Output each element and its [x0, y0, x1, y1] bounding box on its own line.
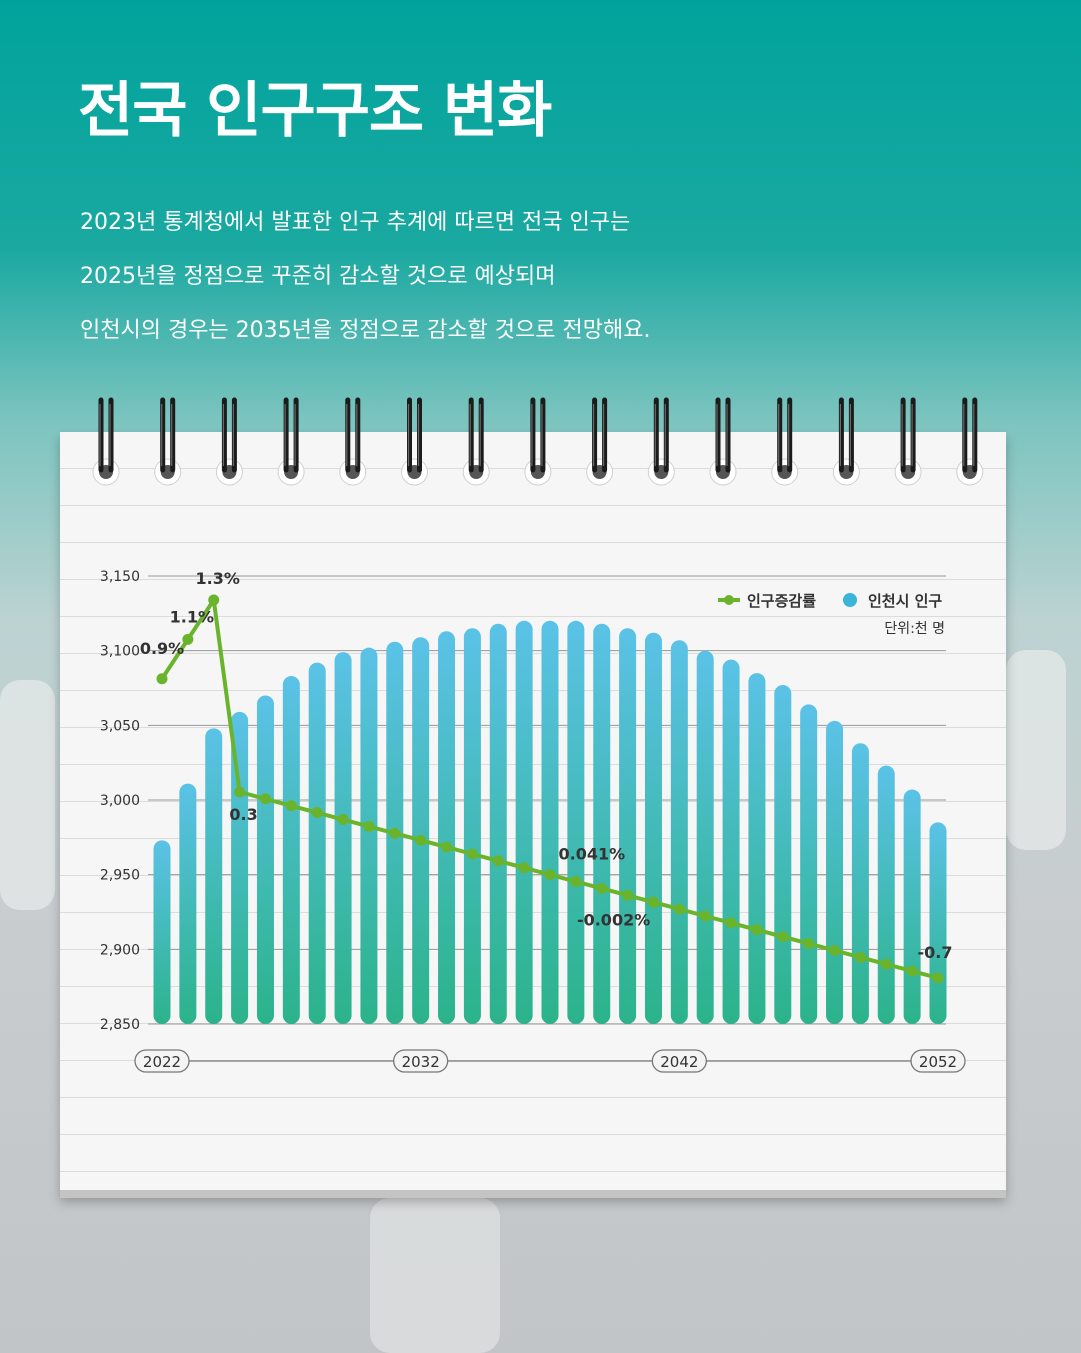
- population-bar: [489, 623, 507, 1024]
- population-bar: [826, 720, 844, 1024]
- growth-rate-point: [285, 800, 297, 812]
- growth-rate-point: [803, 938, 815, 950]
- population-bar: [541, 620, 559, 1024]
- growth-rate-data-label: 0.041%: [559, 845, 626, 864]
- growth-rate-point: [311, 807, 323, 819]
- growth-rate-data-label: 0.9%: [140, 639, 184, 658]
- population-bar: [515, 620, 533, 1024]
- population-bar: [256, 695, 274, 1024]
- population-bar: [334, 652, 352, 1024]
- growth-rate-point: [234, 786, 246, 798]
- population-bar: [644, 632, 662, 1024]
- y-tick-label: 3,100: [100, 644, 140, 660]
- growth-rate-point: [389, 827, 401, 839]
- growth-rate-point: [725, 917, 737, 929]
- growth-rate-data-label: 1.3%: [196, 569, 240, 588]
- growth-rate-point: [208, 594, 220, 606]
- population-bar: [748, 673, 766, 1024]
- growth-rate-data-label: 1.1%: [170, 607, 214, 626]
- growth-rate-point: [259, 793, 271, 805]
- population-bar: [619, 628, 637, 1024]
- notepad-edge: [60, 1190, 1006, 1198]
- legend-line-marker-icon: [724, 595, 734, 605]
- population-bar: [360, 647, 378, 1024]
- y-tick-label: 2,900: [100, 942, 140, 958]
- population-bar: [282, 676, 300, 1024]
- y-tick-label: 3,050: [100, 718, 140, 734]
- x-tick-pill: 2022: [134, 1049, 190, 1073]
- growth-rate-point: [544, 869, 556, 881]
- population-bar: [800, 704, 818, 1024]
- population-bar: [903, 789, 921, 1024]
- population-bar: [851, 743, 869, 1024]
- growth-rate-data-label: 0.3: [229, 805, 257, 824]
- population-bar: [179, 783, 197, 1024]
- growth-rate-point: [337, 814, 349, 826]
- growth-rate-point: [854, 951, 866, 963]
- growth-rate-point: [647, 896, 659, 908]
- y-tick-label: 3,150: [100, 569, 140, 585]
- x-tick-pill: 2042: [651, 1049, 707, 1073]
- growth-rate-point: [363, 820, 375, 832]
- x-tick-pill: 2032: [393, 1049, 449, 1073]
- population-bar: [412, 637, 430, 1024]
- growth-rate-data-label: -0.002%: [577, 910, 650, 929]
- growth-rate-data-label: -0.7: [918, 943, 953, 962]
- population-bar: [463, 628, 481, 1024]
- x-tick-label: 2032: [402, 1053, 440, 1071]
- population-bar: [722, 659, 740, 1024]
- y-tick-label: 3,000: [100, 793, 140, 809]
- population-bar: [929, 822, 947, 1024]
- growth-rate-point: [880, 958, 892, 970]
- growth-rate-point: [699, 910, 711, 922]
- growth-rate-point: [829, 944, 841, 956]
- population-bar: [774, 685, 792, 1024]
- growth-rate-point: [751, 924, 763, 936]
- x-tick-label: 2042: [660, 1053, 698, 1071]
- intro-line-2: 2025년을 정점으로 꾸준히 감소할 것으로 예상되며: [80, 264, 556, 289]
- population-bar: [308, 662, 326, 1024]
- x-tick-pill: 2052: [910, 1049, 966, 1073]
- growth-rate-point: [570, 876, 582, 888]
- intro-text: 2023년 통계청에서 발표한 인구 추계에 따르면 전국 인구는 2025년을…: [80, 196, 980, 358]
- population-bar: [205, 728, 223, 1024]
- growth-rate-point: [622, 889, 634, 901]
- population-bar: [153, 840, 171, 1024]
- legend-unit-label: 단위:천 명: [884, 621, 945, 637]
- population-bar: [438, 631, 456, 1024]
- population-bar: [670, 640, 688, 1024]
- growth-rate-point: [906, 965, 918, 977]
- background-person-bottom: [370, 1198, 500, 1353]
- growth-rate-point: [518, 862, 530, 874]
- background-person-right: [1006, 650, 1066, 850]
- legend-bar-label: 인천시 인구: [868, 592, 942, 610]
- population-bar: [567, 620, 585, 1024]
- legend-bar-dot-icon: [843, 593, 857, 607]
- growth-rate-point: [596, 882, 608, 894]
- growth-rate-point: [932, 972, 944, 984]
- population-bar: [696, 650, 714, 1024]
- background-person-left: [0, 680, 55, 910]
- y-tick-label: 2,850: [100, 1017, 140, 1033]
- x-tick-label: 2052: [919, 1053, 957, 1071]
- intro-line-3: 인천시의 경우는 2035년을 정점으로 감소할 것으로 전망해요.: [80, 318, 651, 343]
- page-title: 전국 인구구조 변화: [78, 76, 552, 146]
- growth-rate-point: [441, 841, 453, 853]
- growth-rate-point: [182, 633, 194, 645]
- growth-rate-point: [673, 903, 685, 915]
- population-bar: [593, 623, 611, 1024]
- growth-rate-point: [492, 855, 504, 867]
- growth-rate-point: [156, 673, 168, 685]
- population-bar: [877, 765, 895, 1024]
- legend-line-label: 인구증감률: [747, 592, 816, 610]
- growth-rate-point: [777, 931, 789, 943]
- y-tick-label: 2,950: [100, 868, 140, 884]
- intro-line-1: 2023년 통계청에서 발표한 인구 추계에 따르면 전국 인구는: [80, 210, 631, 235]
- x-tick-label: 2022: [143, 1053, 181, 1071]
- growth-rate-point: [415, 834, 427, 846]
- growth-rate-point: [466, 848, 478, 860]
